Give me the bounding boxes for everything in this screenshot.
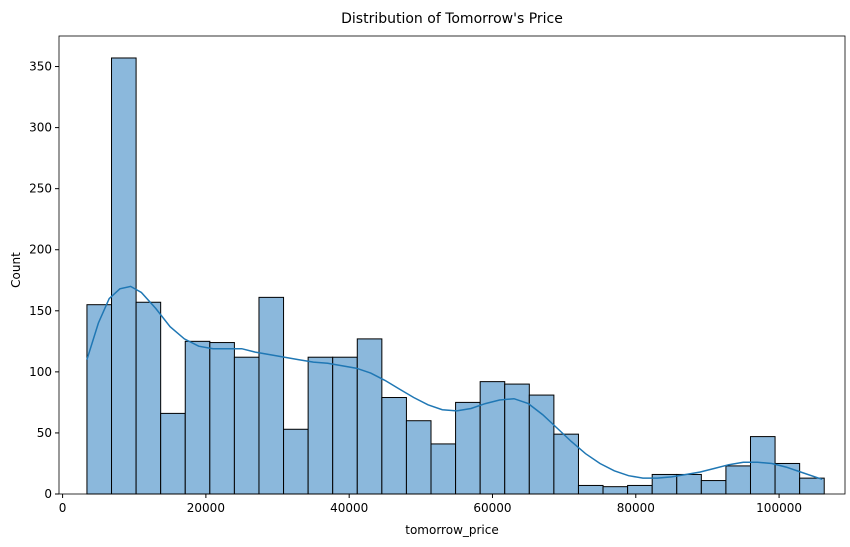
y-tick-label: 100	[29, 365, 52, 379]
histogram-bar	[332, 356, 358, 495]
histogram-bar	[258, 296, 285, 495]
histogram-bar	[405, 420, 432, 495]
histogram-bar	[356, 338, 383, 495]
y-tick-label: 50	[37, 426, 52, 440]
kde-curve	[86, 285, 823, 481]
histogram-bar	[86, 304, 113, 495]
histogram-bar	[799, 477, 825, 495]
histogram-bar	[528, 394, 555, 495]
bars-group	[86, 57, 825, 495]
histogram-bar	[111, 57, 137, 495]
histogram-bar	[184, 340, 211, 495]
x-axis-ticks: 0 20000 40000 60000 80000 100000	[59, 494, 802, 515]
x-tick-label: 80000	[617, 501, 655, 515]
histogram-bar	[430, 443, 457, 495]
chart-title: Distribution of Tomorrow's Price	[341, 11, 563, 27]
histogram-bar	[774, 462, 801, 495]
histogram-bar	[627, 484, 653, 495]
y-axis-label: Count	[9, 252, 23, 288]
histogram-bar	[749, 436, 776, 495]
x-axis-label: tomorrow_price	[405, 523, 499, 537]
histogram-bar	[233, 356, 260, 495]
histogram-bar	[602, 486, 629, 495]
y-tick-label: 200	[29, 243, 52, 257]
x-tick-label: 40000	[330, 501, 368, 515]
y-tick-label: 0	[44, 487, 52, 501]
plot-frame	[58, 35, 846, 495]
y-tick-label: 350	[29, 60, 52, 74]
histogram-bar	[283, 428, 309, 495]
histogram-bar	[135, 301, 162, 495]
histogram-bar	[479, 381, 506, 495]
histogram-bar	[577, 484, 604, 495]
x-tick-label: 100000	[756, 501, 802, 515]
y-tick-label: 250	[29, 182, 52, 196]
x-tick-label: 0	[59, 501, 67, 515]
histogram-bar	[455, 401, 481, 495]
x-tick-label: 20000	[187, 501, 225, 515]
histogram-bar	[160, 412, 186, 495]
x-tick-label: 60000	[473, 501, 511, 515]
y-tick-label: 150	[29, 304, 52, 318]
histogram-bar	[381, 397, 407, 495]
y-axis-ticks: 0 50 100 150 200 250 300 350	[29, 60, 59, 501]
y-tick-label: 300	[29, 121, 52, 135]
histogram-bar	[700, 480, 727, 495]
histogram-bar	[725, 465, 751, 495]
histogram-bar	[209, 342, 235, 495]
histogram-bar	[553, 433, 579, 495]
histogram-bar	[307, 356, 334, 495]
histogram-bar	[504, 383, 530, 495]
histogram-bar	[676, 473, 702, 495]
